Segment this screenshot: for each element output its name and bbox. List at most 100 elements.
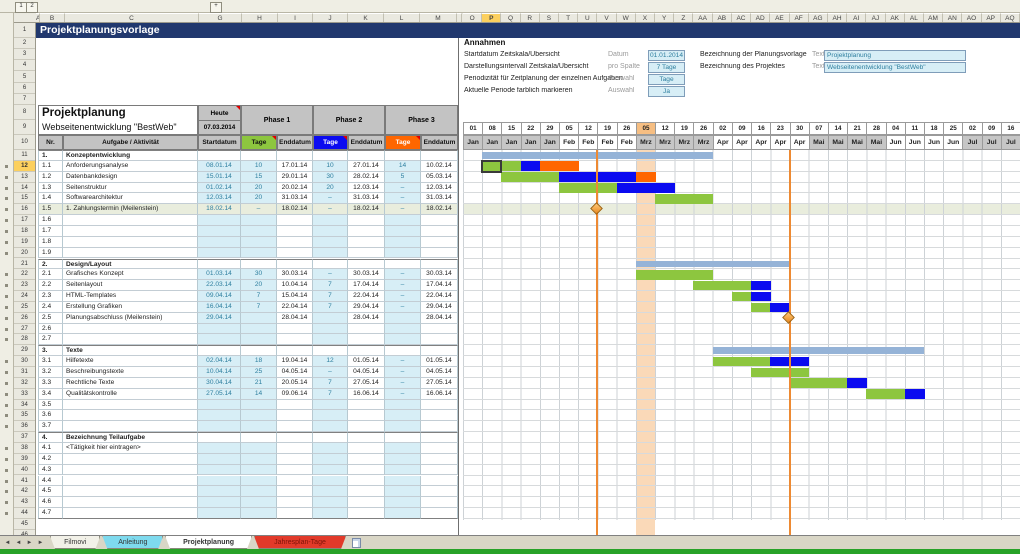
tab-nav-next-button[interactable]: ► (26, 540, 33, 546)
gantt-bar-p1[interactable] (559, 183, 579, 193)
table-cell[interactable]: 3.1 (38, 356, 63, 367)
row-number-3[interactable]: 3 (14, 49, 35, 61)
table-cell[interactable]: 12.03.14 (198, 193, 241, 205)
table-cell[interactable]: 4.3 (38, 464, 63, 476)
tab-nav-first-button[interactable]: ◄ (4, 540, 11, 546)
task-cell[interactable]: Anforderungsanalyse (63, 160, 198, 172)
row-number-24[interactable]: 24 (14, 291, 35, 302)
tab-nav-prev-button[interactable]: ◄ (15, 540, 22, 546)
table-cell[interactable]: 18.02.14 (198, 204, 241, 216)
table-cell[interactable] (241, 399, 277, 411)
gantt-bar-p1[interactable] (751, 356, 771, 367)
table-cell[interactable] (385, 215, 421, 226)
table-cell[interactable] (313, 225, 348, 237)
table-cell[interactable] (348, 508, 385, 519)
gantt-bar-p1[interactable] (885, 389, 906, 399)
table-cell[interactable] (313, 323, 348, 335)
table-cell[interactable] (241, 442, 277, 454)
task-cell[interactable] (63, 508, 198, 519)
row-number-28[interactable]: 28 (14, 334, 35, 346)
gantt-bar-p1[interactable] (578, 183, 599, 193)
task-cell[interactable]: Erstellung Grafiken (63, 301, 198, 313)
table-cell[interactable]: – (241, 204, 277, 216)
row-number-25[interactable]: 25 (14, 301, 35, 313)
table-cell[interactable]: 20 (241, 193, 277, 205)
column-header-O[interactable]: O (463, 13, 483, 22)
table-cell[interactable] (313, 215, 348, 226)
table-cell[interactable]: 22.03.14 (198, 280, 241, 292)
gantt-bar-p1[interactable] (693, 194, 714, 204)
row-number-29[interactable]: 29 (14, 345, 35, 357)
table-cell[interactable] (421, 334, 458, 346)
column-header-AE[interactable]: AE (770, 13, 790, 22)
table-cell[interactable] (348, 475, 385, 487)
table-cell[interactable] (348, 225, 385, 237)
outline-level-2-button[interactable]: 2 (26, 2, 38, 13)
table-cell[interactable]: 28.04.14 (348, 312, 385, 324)
column-header-H[interactable]: H (242, 13, 278, 22)
sheet-tab-jahresplan-tage[interactable]: Jahresplan-Tage (254, 536, 346, 549)
table-cell[interactable] (241, 312, 277, 324)
table-cell[interactable] (277, 215, 313, 226)
table-cell[interactable] (241, 236, 277, 248)
gantt-bar-p1[interactable] (501, 172, 522, 182)
table-cell[interactable]: 7 (313, 388, 348, 400)
column-header-AO[interactable]: AO (962, 13, 982, 22)
table-cell[interactable] (385, 486, 421, 498)
table-cell[interactable] (241, 345, 277, 357)
table-cell[interactable] (277, 508, 313, 519)
table-cell[interactable] (348, 421, 385, 433)
assumption-value-input[interactable]: Webseitenentwicklung "BestWeb" (824, 62, 966, 73)
task-cell[interactable] (63, 453, 198, 465)
table-cell[interactable]: 3.4 (38, 388, 63, 400)
table-cell[interactable]: 2.5 (38, 312, 63, 324)
column-group-expand-button[interactable]: + (210, 2, 222, 13)
gantt-bar-p1[interactable] (693, 269, 714, 280)
column-header-C[interactable]: C (65, 13, 199, 22)
table-cell[interactable] (348, 236, 385, 248)
table-cell[interactable]: 2. (38, 258, 63, 270)
table-cell[interactable]: 27.05.14 (421, 377, 458, 389)
row-number-42[interactable]: 42 (14, 486, 35, 498)
table-cell[interactable] (348, 247, 385, 259)
table-cell[interactable] (421, 215, 458, 226)
row-number-40[interactable]: 40 (14, 464, 35, 476)
table-cell[interactable] (277, 323, 313, 335)
column-header-Y[interactable]: Y (655, 13, 675, 22)
gantt-summary-bar[interactable] (712, 347, 924, 354)
table-cell[interactable]: 19.04.14 (277, 356, 313, 367)
assumption-value-input[interactable]: Projektplanung (824, 50, 966, 61)
table-cell[interactable]: 1.9 (38, 247, 63, 259)
row-number-37[interactable]: 37 (14, 432, 35, 443)
column-header-AG[interactable]: AG (808, 13, 828, 22)
table-cell[interactable]: 12.03.14 (421, 182, 458, 194)
table-cell[interactable] (385, 236, 421, 248)
table-cell[interactable] (277, 464, 313, 476)
table-cell[interactable]: 10 (313, 160, 348, 172)
column-header-A[interactable]: A (36, 13, 40, 22)
table-cell[interactable]: 2.2 (38, 280, 63, 292)
row-number-23[interactable]: 23 (14, 280, 35, 292)
table-cell[interactable]: 10.02.14 (421, 160, 458, 172)
table-cell[interactable] (241, 475, 277, 487)
table-cell[interactable]: 30.03.14 (277, 269, 313, 281)
table-cell[interactable] (421, 236, 458, 248)
table-cell[interactable] (277, 421, 313, 433)
table-cell[interactable] (198, 334, 241, 346)
table-cell[interactable] (198, 442, 241, 454)
table-cell[interactable] (313, 475, 348, 487)
row-number-39[interactable]: 39 (14, 453, 35, 465)
table-cell[interactable]: – (313, 367, 348, 378)
table-cell[interactable]: 1.3 (38, 182, 63, 194)
table-cell[interactable] (348, 410, 385, 422)
table-cell[interactable]: 2.1 (38, 269, 63, 281)
table-cell[interactable] (385, 421, 421, 433)
table-cell[interactable]: 22.04.14 (348, 291, 385, 302)
gantt-bar-p2[interactable] (789, 356, 810, 367)
gantt-bar-p1[interactable] (674, 269, 695, 280)
row-number-41[interactable]: 41 (14, 475, 35, 487)
table-cell[interactable] (385, 225, 421, 237)
task-cell[interactable] (63, 464, 198, 476)
gantt-bar-p2[interactable] (847, 378, 867, 389)
table-cell[interactable]: 3. (38, 345, 63, 357)
